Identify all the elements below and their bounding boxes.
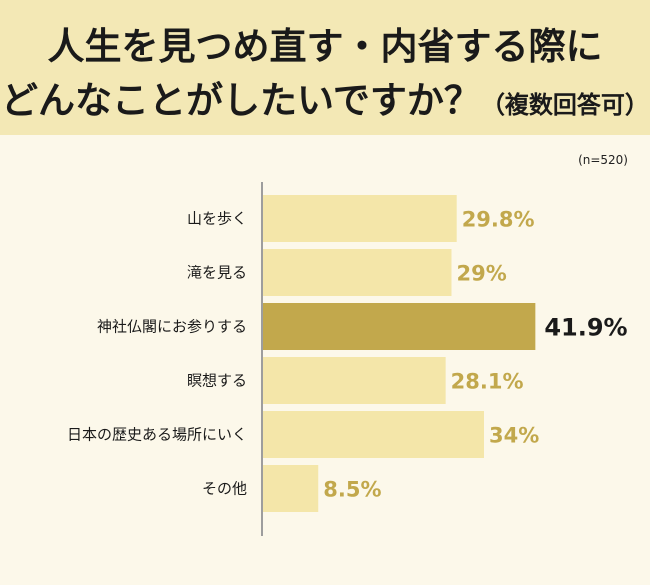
title-line-1: 人生を見つめ直す・内省する際に [47, 25, 603, 68]
category-label: 滝を見る [187, 264, 247, 282]
value-label: 34% [489, 424, 539, 448]
value-label: 8.5% [323, 478, 381, 502]
bar [263, 411, 484, 458]
bar [263, 195, 457, 242]
title-note: （複数回答可） [480, 91, 649, 119]
category-label: 神社仏閣にお参りする [97, 318, 247, 336]
category-label: 瞑想する [187, 372, 247, 390]
bar [263, 357, 446, 404]
category-label: その他 [202, 480, 247, 498]
category-label: 日本の歴史ある場所にいく [67, 426, 247, 444]
value-label: 41.9% [544, 314, 627, 342]
sample-size: (n=520) [578, 153, 628, 167]
category-label: 山を歩く [187, 210, 247, 228]
value-label: 28.1% [451, 370, 524, 394]
value-label: 29% [457, 262, 507, 286]
value-label: 29.8% [462, 208, 535, 232]
bar [263, 249, 452, 296]
bar-highlight [263, 303, 536, 350]
bar [263, 465, 319, 512]
title-line-2: どんなことがしたいですか？（複数回答可） [0, 70, 650, 124]
header-band: 人生を見つめ直す・内省する際に どんなことがしたいですか？（複数回答可） [0, 0, 650, 135]
title-line-2-text: どんなことがしたいですか？ [1, 79, 481, 122]
